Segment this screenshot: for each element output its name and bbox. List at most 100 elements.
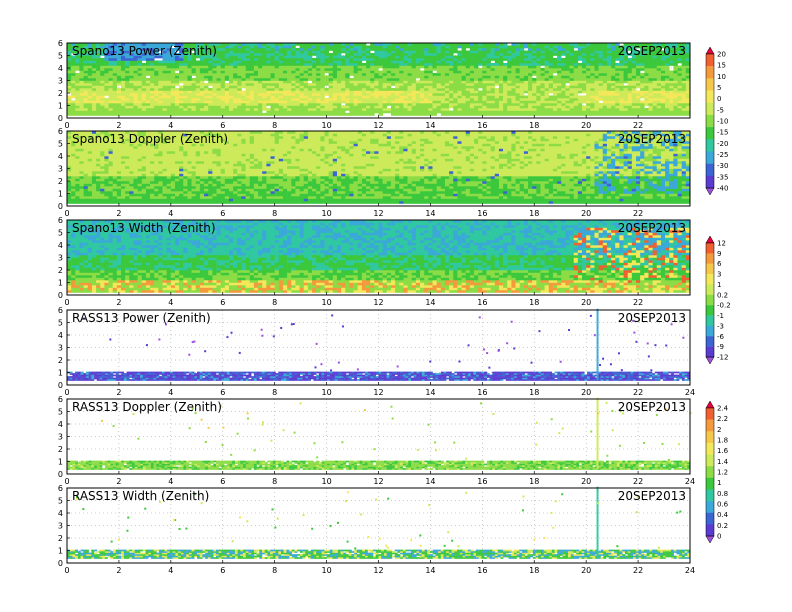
heatmap-cell	[440, 98, 446, 101]
heatmap-cell	[220, 105, 226, 109]
heatmap-cell	[482, 43, 487, 46]
heatmap-cell	[228, 60, 234, 64]
heatmap-cell	[619, 73, 624, 76]
heatmap-cell	[590, 90, 595, 94]
heatmap-cell	[150, 178, 155, 182]
heatmap-cell	[75, 105, 80, 109]
heatmap-cell	[116, 90, 122, 94]
heatmap-cell	[129, 146, 134, 149]
heatmap-cell	[166, 65, 172, 69]
heatmap-cell	[129, 183, 134, 187]
heatmap-cell	[436, 45, 442, 49]
heatmap-cell	[237, 103, 242, 106]
heatmap-cell	[449, 105, 454, 109]
heatmap-cell	[606, 80, 612, 84]
heatmap-cell	[166, 75, 172, 79]
heatmap-cell	[87, 90, 93, 94]
heatmap-cell	[403, 110, 408, 114]
heatmap-cell	[179, 90, 184, 94]
heatmap-cell	[395, 85, 400, 89]
heatmap-cell	[623, 68, 628, 71]
heatmap-cell	[528, 60, 533, 64]
heatmap-cell	[386, 88, 392, 91]
heatmap-cell	[444, 50, 450, 54]
heatmap-cell	[681, 108, 687, 111]
heatmap-cell	[129, 53, 134, 56]
heatmap-cell	[590, 103, 595, 106]
heatmap-cell	[586, 103, 591, 106]
heatmap-cell	[469, 100, 475, 104]
heatmap-cell	[685, 75, 691, 79]
heatmap-cell	[461, 95, 467, 99]
heatmap-cell	[590, 98, 595, 101]
heatmap-cell	[606, 48, 612, 51]
heatmap-cell	[112, 48, 118, 51]
heatmap-cell	[403, 63, 408, 66]
heatmap-cell	[104, 103, 109, 106]
heatmap-cell	[428, 73, 433, 76]
heatmap-cell	[133, 45, 138, 49]
heatmap-cell	[598, 63, 604, 66]
heatmap-cell	[519, 63, 525, 66]
heatmap-cell	[636, 68, 641, 71]
heatmap-cell	[204, 75, 209, 79]
heatmap-cell	[557, 80, 562, 84]
heatmap-cell	[91, 110, 97, 114]
heatmap-cell	[582, 45, 587, 49]
heatmap-cell	[179, 88, 184, 91]
heatmap-cell	[100, 193, 105, 197]
heatmap-cell	[199, 95, 205, 99]
heatmap-cell	[465, 58, 471, 61]
heatmap-cell	[287, 90, 292, 94]
heatmap-cell	[91, 43, 97, 46]
heatmap-cell	[461, 88, 467, 91]
heatmap-cell	[640, 80, 645, 84]
heatmap-cell	[183, 90, 188, 94]
heatmap-cell	[237, 83, 242, 86]
heatmap-cell	[631, 68, 637, 71]
heatmap-cell	[150, 58, 155, 61]
heatmap-cell	[100, 78, 105, 81]
heatmap-cell	[278, 90, 284, 94]
heatmap-cell	[212, 78, 217, 81]
heatmap-cell	[137, 183, 143, 187]
heatmap-cell	[137, 138, 143, 142]
heatmap-cell	[660, 90, 666, 94]
heatmap-cell	[67, 191, 72, 194]
heatmap-cell	[104, 188, 109, 192]
heatmap-cell	[382, 55, 388, 59]
heatmap-cell	[112, 151, 118, 154]
heatmap-cell	[79, 68, 84, 71]
heatmap-cell	[228, 63, 234, 66]
heatmap-cell	[424, 105, 429, 109]
heatmap-cell	[627, 90, 633, 94]
heatmap-cell	[299, 68, 305, 71]
heatmap-cell	[245, 60, 251, 64]
heatmap-cell	[544, 80, 550, 84]
heatmap-cell	[120, 136, 126, 139]
heatmap-cell	[411, 45, 417, 49]
heatmap-cell	[158, 176, 163, 179]
heatmap-cell	[332, 88, 338, 91]
heatmap-cell	[195, 68, 201, 71]
heatmap-cell	[328, 85, 334, 89]
heatmap-cell	[291, 65, 296, 69]
heatmap-cell	[586, 78, 591, 81]
heatmap-cell	[523, 53, 529, 56]
heatmap-cell	[166, 83, 172, 86]
heatmap-cell	[120, 166, 126, 169]
heatmap-cell	[474, 75, 479, 79]
heatmap-cell	[656, 43, 662, 46]
heatmap-cell	[87, 108, 93, 111]
heatmap-cell	[295, 78, 300, 81]
heatmap-cell	[116, 98, 122, 101]
heatmap-cell	[303, 90, 309, 94]
heatmap-cell	[108, 75, 113, 79]
heatmap-cell	[594, 85, 599, 89]
heatmap-cell	[461, 63, 467, 66]
heatmap-cell	[457, 60, 462, 64]
heatmap-cell	[440, 113, 446, 116]
heatmap-cell	[415, 73, 421, 76]
heatmap-cell	[129, 85, 134, 89]
heatmap-cell	[640, 53, 645, 56]
